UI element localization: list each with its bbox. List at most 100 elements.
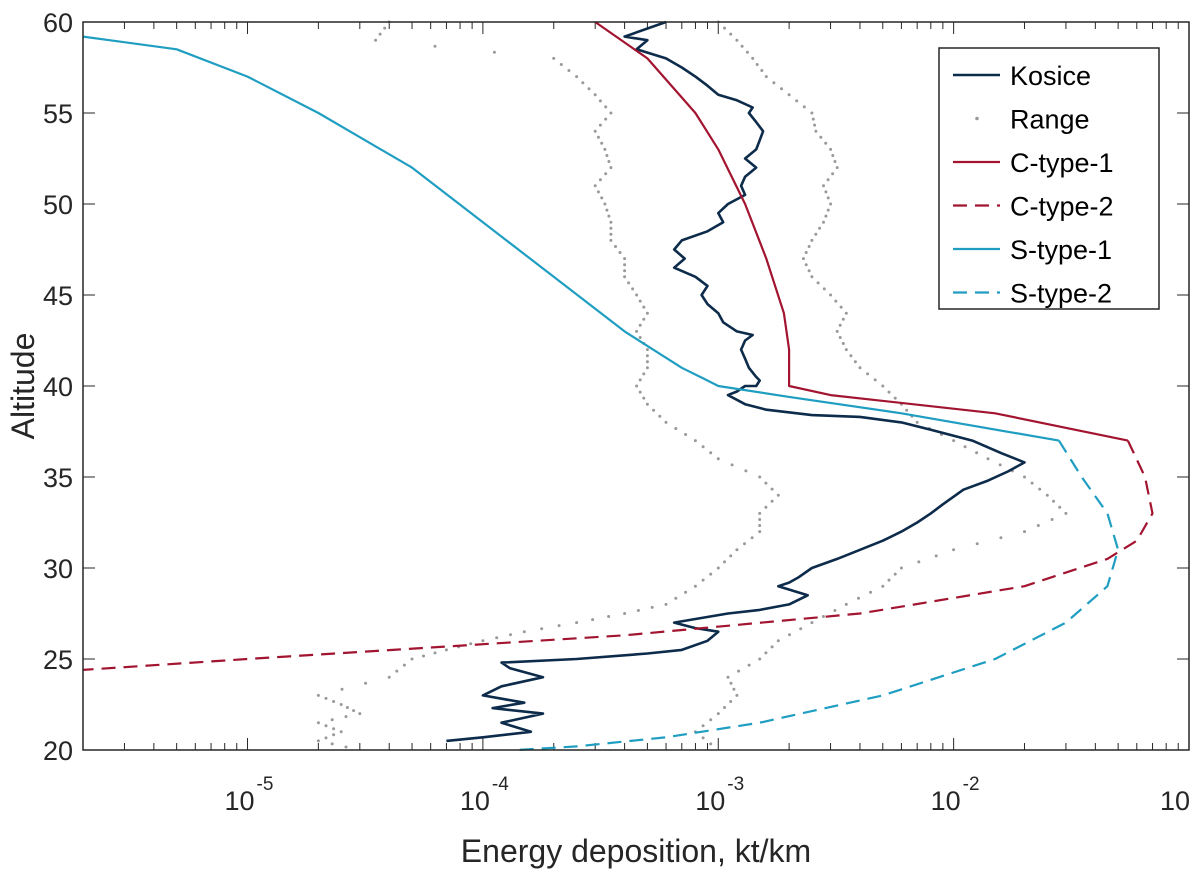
range-lower-point — [693, 439, 697, 443]
x-tick-label-base: 10 — [224, 786, 254, 816]
range-upper-point — [829, 293, 833, 297]
range-upper-point — [873, 378, 877, 382]
range-lower-point — [603, 202, 607, 206]
range-lower-point — [645, 366, 649, 370]
range-series — [316, 20, 1068, 749]
range-upper-point — [1038, 487, 1042, 491]
range-lower-point — [607, 160, 611, 163]
range-lower-point — [743, 542, 746, 546]
range-lower-point — [596, 135, 600, 139]
range-lower-point — [332, 700, 336, 703]
y-tick-label: 20 — [43, 736, 73, 766]
range-upper-point — [747, 663, 751, 667]
range-lower-point — [607, 615, 611, 618]
range-upper-point — [934, 554, 938, 558]
range-lower-point — [645, 311, 649, 315]
x-axis-ticks: 10-510-410-310-210 — [224, 774, 1190, 816]
range-upper-point — [788, 633, 791, 637]
range-lower-point — [433, 651, 437, 655]
range-lower-point — [664, 602, 668, 606]
range-lower-point — [645, 354, 649, 358]
range-upper-point — [729, 700, 733, 703]
range-lower-point — [631, 287, 635, 291]
range-lower-point — [567, 69, 571, 72]
range-upper-point — [1045, 493, 1049, 497]
range-lower-point — [642, 372, 646, 376]
range-upper-point — [893, 572, 897, 576]
range-lower-point — [593, 129, 597, 133]
range-lower-point — [591, 618, 595, 622]
range-lower-point — [674, 596, 678, 600]
range-lower-point — [358, 712, 362, 716]
range-upper-point — [952, 548, 956, 552]
y-tick-label: 45 — [43, 281, 73, 311]
range-upper-point — [869, 590, 873, 594]
x-tick-label-base: 10 — [460, 786, 490, 816]
range-lower-point — [581, 81, 585, 85]
series-line-c-type-2 — [82, 440, 1154, 671]
range-upper-point — [795, 99, 799, 103]
range-upper-point — [917, 560, 921, 564]
range-lower-point — [729, 554, 733, 558]
range-upper-point — [844, 348, 848, 352]
range-lower-point — [744, 469, 748, 473]
range-upper-point — [810, 111, 814, 115]
range-lower-point — [324, 696, 328, 700]
range-lower-point — [642, 317, 646, 321]
range-upper-point — [726, 675, 730, 679]
range-lower-point — [600, 141, 604, 145]
range-upper-point — [819, 135, 823, 139]
range-upper-point — [804, 263, 808, 267]
range-upper-point — [899, 566, 903, 570]
range-lower-point — [623, 612, 627, 615]
legend-label: S-type-1 — [1010, 235, 1112, 265]
range-upper-point — [824, 190, 828, 194]
x-tick-label: 10-2 — [931, 774, 980, 816]
range-lower-point — [552, 56, 556, 60]
range-lower-point — [316, 721, 320, 725]
range-upper-point — [755, 63, 759, 66]
legend-label: C-type-2 — [1010, 192, 1114, 222]
range-lower-point — [627, 281, 631, 285]
range-lower-point — [402, 663, 406, 667]
x-tick-label-exponent: -3 — [727, 774, 744, 795]
range-upper-point — [835, 329, 839, 333]
range-lower-point — [716, 566, 720, 570]
legend-item: S-type-2 — [953, 279, 1112, 309]
y-tick-label: 30 — [43, 554, 73, 584]
range-upper-point — [810, 621, 814, 625]
range-lower-point — [650, 605, 654, 609]
range-upper-point — [829, 147, 833, 151]
range-lower-point — [593, 93, 597, 97]
range-lower-point — [716, 457, 720, 461]
y-tick-label: 35 — [43, 463, 73, 493]
range-lower-point — [750, 536, 754, 540]
range-upper-point — [807, 245, 811, 248]
range-lower-point — [645, 402, 649, 406]
range-upper-point — [833, 160, 837, 163]
range-upper-point — [804, 251, 808, 254]
range-lower-point — [645, 348, 649, 352]
range-upper-point — [833, 609, 837, 612]
range-lower-point — [596, 190, 600, 194]
x-tick-label: 10 — [1160, 786, 1190, 816]
range-lower-point — [339, 730, 343, 734]
range-lower-point — [598, 99, 602, 103]
range-lower-point — [339, 703, 343, 706]
range-lower-point — [642, 305, 646, 309]
range-upper-point — [802, 105, 806, 109]
range-upper-point — [787, 93, 791, 97]
y-axis-ticks: 20 25 30 35 40 45 50 55 60 — [43, 8, 1189, 766]
range-lower-point — [776, 493, 780, 497]
range-lower-point — [605, 208, 609, 212]
range-lower-point — [598, 178, 602, 182]
range-upper-point — [709, 742, 713, 746]
x-tick-label: 10-5 — [224, 774, 273, 816]
x-tick-label-exponent: -5 — [257, 774, 274, 795]
range-lower-point — [635, 329, 639, 333]
range-lower-point — [623, 269, 627, 273]
range-upper-point — [723, 706, 726, 709]
range-lower-point — [614, 245, 617, 248]
legend-item: Kosice — [953, 61, 1091, 91]
